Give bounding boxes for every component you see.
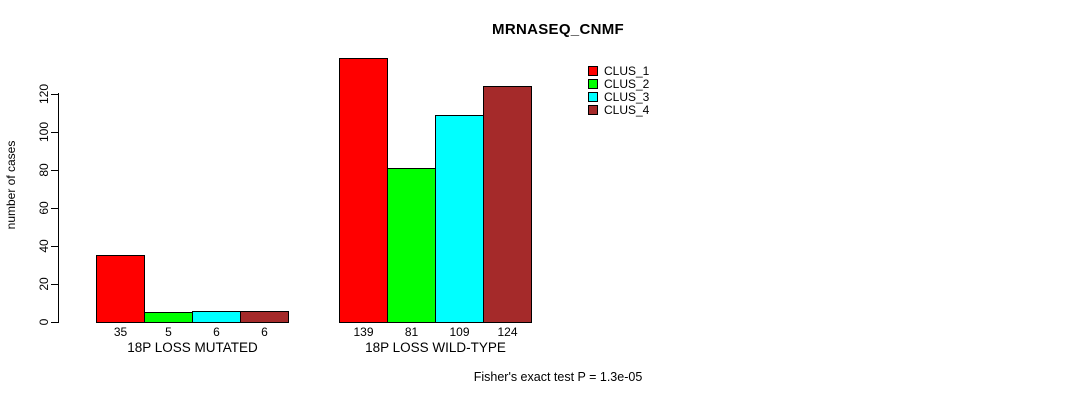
y-tick [51, 170, 58, 171]
y-tick-label: 100 [37, 121, 51, 143]
y-axis-label: number of cases [4, 140, 18, 230]
y-tick-label: 80 [37, 163, 51, 177]
y-axis-line [58, 93, 59, 323]
bar-clus-1-group1 [96, 255, 145, 323]
y-tick-label: 20 [37, 277, 51, 291]
bar-clus-1-group2 [339, 58, 388, 323]
bar-value-label: 139 [353, 325, 374, 339]
bar-value-label: 109 [449, 325, 470, 339]
y-tick-label: 60 [37, 201, 51, 215]
legend-label-clus-1: CLUS_1 [604, 64, 650, 78]
legend-swatch-clus-3 [588, 92, 598, 102]
y-tick [51, 132, 58, 133]
y-tick [51, 94, 58, 95]
y-tick-label: 0 [37, 318, 51, 326]
bar-clus-3-group1 [192, 311, 241, 323]
legend-label-clus-2: CLUS_2 [604, 77, 650, 91]
chart-title: MRNASEQ_CNMF [492, 21, 624, 38]
fisher-test-annotation: Fisher's exact test P = 1.3e-05 [473, 370, 643, 384]
bar-clus-4-group2 [483, 86, 532, 323]
bar-value-label: 6 [261, 325, 268, 339]
x-category-label: 18P LOSS MUTATED [127, 340, 258, 355]
legend-swatch-clus-4 [588, 105, 598, 115]
bar-value-label: 81 [404, 325, 419, 339]
bar-clus-4-group1 [240, 311, 289, 323]
bar-value-label: 35 [113, 325, 128, 339]
bar-clus-3-group2 [435, 115, 484, 323]
y-tick [51, 208, 58, 209]
x-category-label: 18P LOSS WILD-TYPE [365, 340, 506, 355]
bar-value-label: 6 [213, 325, 220, 339]
legend-label-clus-3: CLUS_3 [604, 90, 650, 104]
legend-swatch-clus-1 [588, 66, 598, 76]
bar-clus-2-group1 [144, 312, 193, 323]
bar-value-label: 124 [497, 325, 518, 339]
y-tick [51, 284, 58, 285]
bar-clus-2-group2 [387, 168, 436, 323]
y-tick-label: 40 [37, 239, 51, 253]
y-tick-label: 120 [37, 83, 51, 105]
bar-value-label: 5 [165, 325, 172, 339]
y-tick [51, 322, 58, 323]
legend-label-clus-4: CLUS_4 [604, 103, 650, 117]
y-tick [51, 246, 58, 247]
legend-swatch-clus-2 [588, 79, 598, 89]
